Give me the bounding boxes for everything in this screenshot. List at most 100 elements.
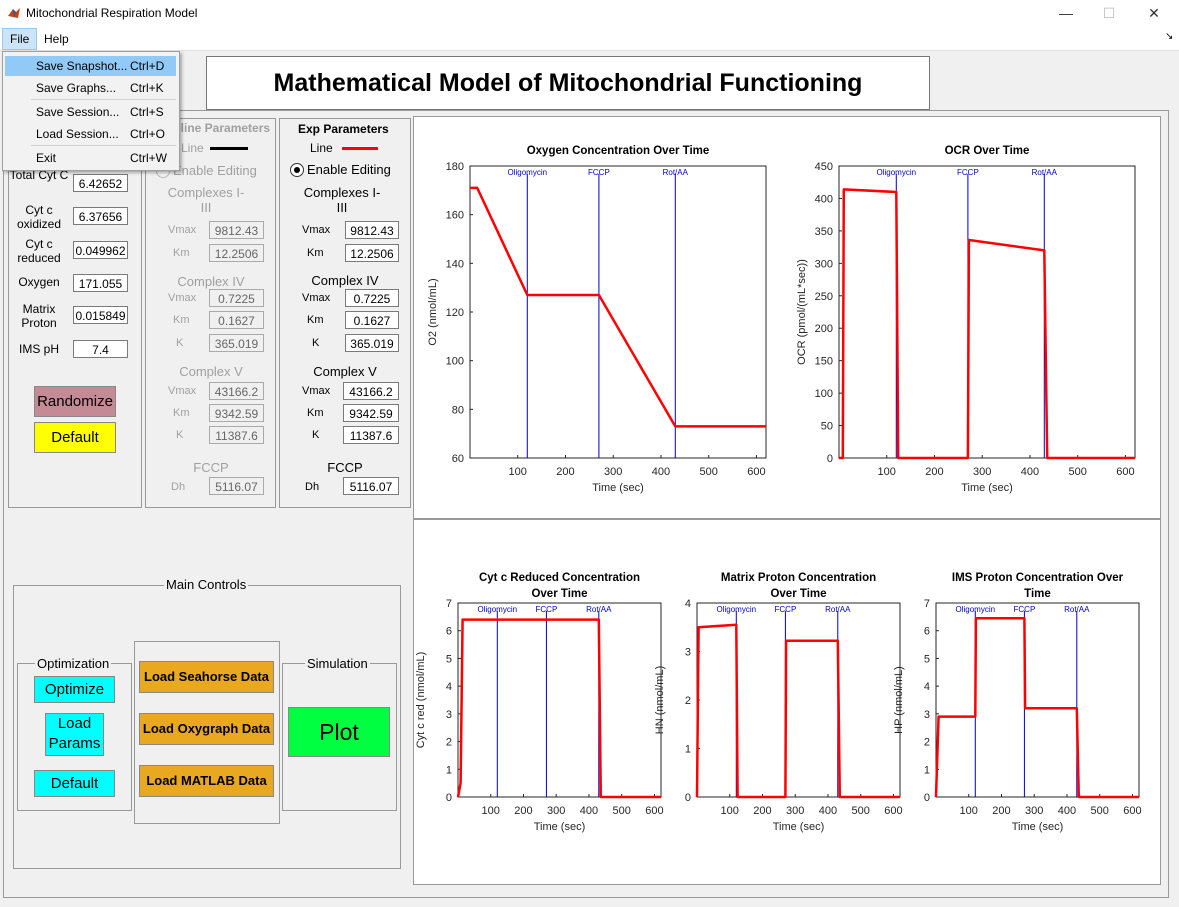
y-tick-label: 3 xyxy=(685,647,691,659)
series-line xyxy=(456,618,661,799)
chart-title: Oxygen Concentration Over Time xyxy=(527,145,710,157)
total-cyt-c-field[interactable]: 6.42652 xyxy=(73,174,128,192)
chart-title: Matrix Proton Concentration xyxy=(721,572,876,584)
toolbar-toggle-icon[interactable]: ↘ xyxy=(1165,31,1174,42)
y-tick-label: 160 xyxy=(446,210,464,222)
load-seahorse-data-button[interactable]: Load Seahorse Data xyxy=(139,661,274,693)
x-tick-label: 400 xyxy=(1021,466,1039,478)
exp-fccp-title: FCCP xyxy=(327,460,363,475)
baseline-c4-km-field[interactable]: 0.1627 xyxy=(209,311,264,329)
exp-c4-km-field[interactable]: 0.1627 xyxy=(345,311,399,329)
baseline-line-swatch xyxy=(210,147,248,150)
optimization-default-button[interactable]: Default xyxy=(34,770,115,797)
x-tick-label: 500 xyxy=(700,466,718,478)
exp-c13-vmax-field[interactable]: 9812.43 xyxy=(345,221,399,239)
menu-item-save-snapshot[interactable]: Save Snapshot... Ctrl+D xyxy=(5,56,176,76)
menu-help[interactable]: Help xyxy=(44,32,69,46)
injection-marker-label: Oligomycin xyxy=(508,168,548,177)
injection-marker-label: Rot/AA xyxy=(825,605,851,614)
series-line xyxy=(839,188,1135,460)
menu-file[interactable]: File xyxy=(2,28,38,50)
baseline-complex-iv-title: Complex IV xyxy=(177,274,245,289)
load-oxygraph-data-button[interactable]: Load Oxygraph Data xyxy=(139,713,274,745)
randomize-button[interactable]: Randomize xyxy=(34,386,116,417)
y-tick-label: 3 xyxy=(446,709,452,721)
exp-enable-radio[interactable] xyxy=(290,163,304,177)
baseline-c5-km-field[interactable]: 9342.59 xyxy=(209,404,264,422)
chart-title: IMS Proton Concentration Over xyxy=(952,572,1124,584)
baseline-fccp-dh-label: Dh xyxy=(171,481,186,493)
exp-c4-vmax-field[interactable]: 0.7225 xyxy=(345,289,399,307)
exp-c5-vmax-field[interactable]: 43166.2 xyxy=(343,382,399,400)
y-tick-label: 350 xyxy=(815,226,833,238)
exp-complex-iv-title: Complex IV xyxy=(311,273,379,288)
baseline-fccp-dh-field[interactable]: 5116.07 xyxy=(209,477,264,495)
close-button[interactable]: ✕ xyxy=(1148,5,1160,21)
x-tick-label: 300 xyxy=(604,466,622,478)
x-tick-label: 300 xyxy=(547,805,565,817)
y-tick-label: 5 xyxy=(924,653,930,665)
injection-marker-label: Rot/AA xyxy=(663,168,689,177)
baseline-c5-k-field[interactable]: 11387.6 xyxy=(209,426,264,444)
cyt-c-oxidized-field[interactable]: 6.37656 xyxy=(73,207,128,225)
baseline-enable-label: Enable Editing xyxy=(173,163,257,178)
exp-c4-vmax-label: Vmax xyxy=(302,292,331,304)
optimization-title: Optimization xyxy=(35,656,112,671)
baseline-c4-k-label: K xyxy=(176,337,184,349)
load-params-button[interactable]: Load Params xyxy=(45,713,104,756)
menu-item-load-session[interactable]: Load Session... Ctrl+O xyxy=(36,127,166,141)
x-tick-label: 100 xyxy=(960,805,978,817)
series-line xyxy=(470,186,766,428)
chart-axes-box xyxy=(457,602,662,798)
exp-c13-km-field[interactable]: 12.2506 xyxy=(345,244,399,262)
exp-c5-km-field[interactable]: 9342.59 xyxy=(343,404,399,422)
exp-c4-k-field[interactable]: 365.019 xyxy=(345,334,399,352)
label-total-cyt-c: Total Cyt C xyxy=(9,168,69,182)
maximize-button[interactable]: ☐ xyxy=(1102,5,1116,21)
window-title: Mitochondrial Respiration Model xyxy=(26,6,198,20)
load-data-group xyxy=(134,641,280,824)
y-tick-label: 250 xyxy=(815,291,833,303)
plot-button[interactable]: Plot xyxy=(288,707,390,757)
x-tick-label: 200 xyxy=(925,466,943,478)
chart-axes-box xyxy=(838,165,1136,459)
baseline-c13-vmax-field[interactable]: 9812.43 xyxy=(209,221,264,239)
exp-fccp-dh-field[interactable]: 5116.07 xyxy=(343,477,399,495)
y-tick-label: 120 xyxy=(446,307,464,319)
menu-item-save-graphs[interactable]: Save Graphs... Ctrl+K xyxy=(36,81,164,95)
x-axis-label: Time (sec) xyxy=(592,482,644,494)
injection-marker-label: Oligomycin xyxy=(956,605,996,614)
baseline-c4-vmax-field[interactable]: 0.7225 xyxy=(209,289,264,307)
baseline-c13-km-field[interactable]: 12.2506 xyxy=(209,244,264,262)
x-tick-label: 100 xyxy=(721,805,739,817)
baseline-c4-vmax-label: Vmax xyxy=(168,292,197,304)
baseline-c5-km-label: Km xyxy=(173,407,190,419)
menu-item-exit[interactable]: Exit Ctrl+W xyxy=(36,151,167,165)
menu-item-save-session[interactable]: Save Session... Ctrl+S xyxy=(36,105,164,119)
label-matrix-proton: Matrix Proton xyxy=(21,302,57,330)
initial-default-button[interactable]: Default xyxy=(34,422,116,453)
cyt-c-reduced-field[interactable]: 0.049962 xyxy=(73,241,128,259)
minimize-button[interactable]: — xyxy=(1059,5,1073,21)
matrix-proton-field[interactable]: 0.015849 xyxy=(73,306,128,324)
oxygen-field[interactable]: 171.055 xyxy=(73,274,128,292)
exp-c5-k-field[interactable]: 11387.6 xyxy=(343,426,399,444)
chart-title: OCR Over Time xyxy=(945,145,1030,157)
label-cyt-c-oxidized: Cyt c oxidized xyxy=(16,203,62,231)
exp-complexes-i-iii-title: Complexes I-III xyxy=(303,185,381,215)
y-tick-label: 1 xyxy=(446,764,452,776)
load-matlab-data-button[interactable]: Load MATLAB Data xyxy=(139,765,274,797)
simulation-title: Simulation xyxy=(305,656,370,671)
baseline-c4-k-field[interactable]: 365.019 xyxy=(209,334,264,352)
x-tick-label: 300 xyxy=(786,805,804,817)
label-oxygen: Oxygen xyxy=(18,275,60,289)
ims-ph-field[interactable]: 7.4 xyxy=(73,340,128,358)
series-line xyxy=(934,616,1139,799)
heading-box: Mathematical Model of Mitochondrial Func… xyxy=(206,56,930,110)
chart-axes-box xyxy=(935,602,1140,798)
y-tick-label: 100 xyxy=(446,356,464,368)
exp-line-label: Line xyxy=(310,141,333,155)
injection-marker-label: Rot/AA xyxy=(1032,168,1058,177)
optimize-button[interactable]: Optimize xyxy=(34,676,115,703)
baseline-c5-vmax-field[interactable]: 43166.2 xyxy=(209,382,264,400)
